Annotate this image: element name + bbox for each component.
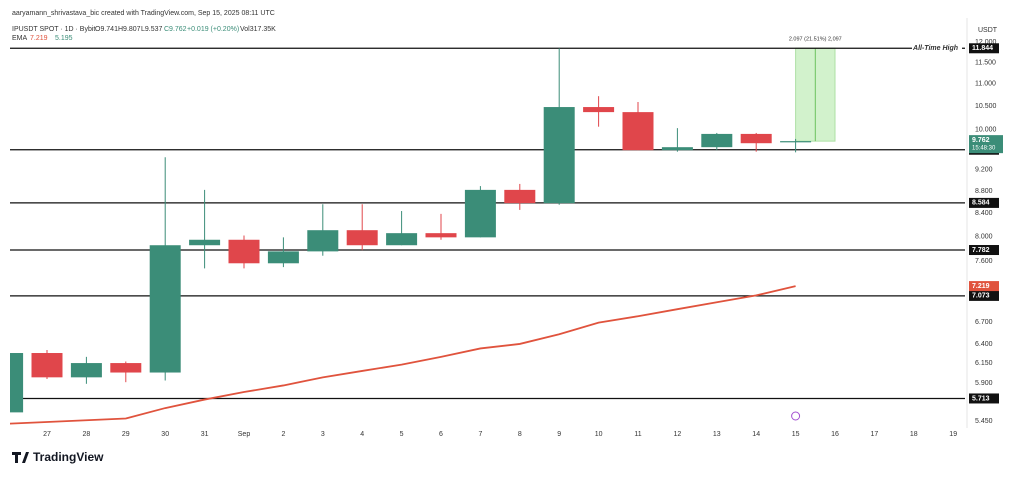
ema-line <box>10 285 796 425</box>
plot <box>10 47 965 425</box>
x-tick-label: 11 <box>634 431 641 438</box>
x-tick-label: 12 <box>674 431 682 438</box>
y-tick-label: 8.000 <box>975 234 993 241</box>
annotation-bg <box>912 43 962 54</box>
candle-body <box>346 230 378 246</box>
candle-body <box>740 133 772 144</box>
x-tick-label: 28 <box>83 431 91 438</box>
y-tick-label: 11.500 <box>975 59 996 66</box>
candle-body <box>583 107 615 113</box>
legend-low: L9.537 <box>141 26 163 33</box>
y-tick-label: 10.500 <box>975 103 997 110</box>
legend-ema: EMA <box>12 35 28 42</box>
x-tick-label: 31 <box>201 431 209 438</box>
candle-body <box>661 147 693 151</box>
y-tick-label: 8.400 <box>975 210 993 217</box>
candle-body <box>464 189 496 238</box>
level-tag-bg <box>969 245 999 256</box>
last-price-bg <box>969 135 1003 154</box>
level-tag: 8.584 <box>972 200 990 207</box>
level-tag-bg <box>969 290 999 301</box>
y-tick-label: 6.150 <box>975 360 993 367</box>
y-tick-label: 7.600 <box>975 258 993 265</box>
y-tick-label: 6.400 <box>975 341 993 348</box>
level-tag: 5.713 <box>972 395 990 402</box>
level-tag-bg <box>969 197 999 208</box>
x-tick-label: 3 <box>321 431 325 438</box>
level-tag: 7.782 <box>972 247 990 254</box>
x-tick-label: 29 <box>122 431 130 438</box>
x-tick-label: 2 <box>281 431 285 438</box>
level-tag: 7.073 <box>972 293 990 300</box>
level-tag: 11.844 <box>972 45 993 52</box>
x-tick-label: 14 <box>752 431 760 438</box>
candle-body <box>504 189 536 204</box>
y-tick-label: 12.000 <box>975 39 997 46</box>
caption: aaryamann_shrivastava_bic created with T… <box>12 10 275 17</box>
candle-body <box>10 353 24 413</box>
candle-body <box>149 245 181 373</box>
ema-tag: 7.219 <box>972 283 990 290</box>
legend-change: +0.019 (+0.20%) <box>187 26 239 33</box>
candle-body <box>189 239 221 246</box>
x-tick-label: 7 <box>478 431 482 438</box>
x-tick-label: 13 <box>713 431 721 438</box>
event-marker <box>791 411 801 421</box>
y-tick-label: 8.800 <box>975 188 993 195</box>
x-tick-label: 27 <box>43 431 51 438</box>
level-annotation: All-Time High <box>912 45 958 52</box>
legend-ema-value2: 5.195 <box>55 35 73 42</box>
x-tick-label: 30 <box>161 431 169 438</box>
candle-body <box>622 112 654 151</box>
x-tick-label: 17 <box>871 431 879 438</box>
candle-body <box>31 353 63 378</box>
x-tick-label: 19 <box>949 431 957 438</box>
candle-body <box>386 233 418 246</box>
countdown: 15:48:30 <box>972 146 996 152</box>
y-tick-label: 11.000 <box>975 81 996 88</box>
candle-body <box>307 230 339 252</box>
level-tag-bg <box>969 43 999 54</box>
x-tick-label: 16 <box>831 431 839 438</box>
y-tick-label: 9.200 <box>975 166 993 173</box>
ema-tag-bg <box>969 281 999 292</box>
legend-volume: Vol317.35K <box>240 26 276 33</box>
brand: TradingView <box>12 450 104 464</box>
y-tick-label: 10.000 <box>975 126 997 133</box>
candle-body <box>543 107 575 204</box>
x-tick-label: Sep <box>238 431 251 438</box>
legend-symbol: IPUSDT SPOT · 1D · Bybit <box>12 26 95 33</box>
legend-ema-value: 7.219 <box>30 35 48 42</box>
candle-body <box>780 141 812 143</box>
candle-body <box>70 363 102 378</box>
brand-name: TradingView <box>33 450 104 464</box>
x-tick-label: 9 <box>557 431 561 438</box>
last-price: 9.762 <box>972 137 990 144</box>
x-tick-label: 10 <box>595 431 603 438</box>
y-tick-label: 6.700 <box>975 319 993 326</box>
x-tick-label: 8 <box>518 431 522 438</box>
candle-body <box>267 251 299 264</box>
legend-close: C9.762 <box>164 26 187 33</box>
x-tick-label: 4 <box>360 431 364 438</box>
candle-body <box>110 363 142 373</box>
level-tag-bg <box>969 393 999 404</box>
candle-body <box>425 233 457 238</box>
candle-body <box>228 239 260 264</box>
legend-high: H9.807 <box>118 26 141 33</box>
x-tick-label: 5 <box>400 431 404 438</box>
brand-logo <box>12 452 29 463</box>
x-tick-label: 15 <box>792 431 800 438</box>
y-tick-label: 5.900 <box>975 380 993 387</box>
candle-body <box>701 133 733 148</box>
x-tick-label: 18 <box>910 431 918 438</box>
measure-label: 2.097 (21.51%) 2,097 <box>789 37 842 43</box>
y-tick-label: 5.450 <box>975 418 993 425</box>
currency: USDT <box>978 27 998 34</box>
x-tick-label: 6 <box>439 431 443 438</box>
legend-open: O9.741 <box>95 26 118 33</box>
